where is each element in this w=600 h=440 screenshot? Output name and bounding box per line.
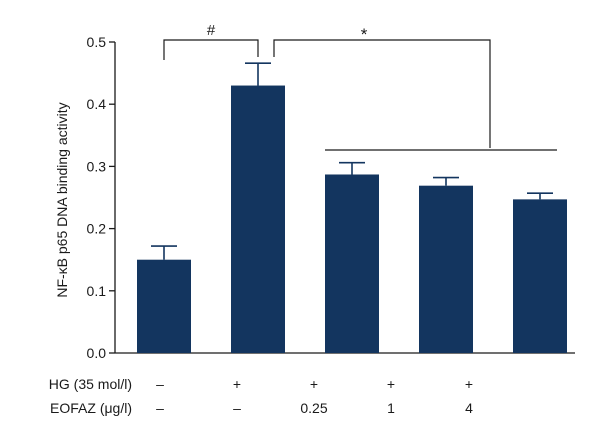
significance-bracket [273,39,491,148]
y-tick-label: 0.0 [87,345,107,361]
condition-cell: – [233,400,241,416]
bar [137,259,191,353]
bar [325,174,379,353]
condition-cell: – [156,376,164,392]
y-axis-label: NF-κB p65 DNA binding activity [54,102,70,297]
y-tick-label: 0.5 [87,34,107,50]
condition-cell: + [387,376,395,392]
condition-cell: + [465,376,473,392]
y-tick-label: 0.1 [87,283,107,299]
significance-bracket [163,39,259,60]
condition-row-label: EOFAZ (μg/l) [50,400,132,416]
y-tick-label: 0.3 [87,158,107,174]
y-tick-label: 0.4 [87,96,107,112]
chart-axes: 0.0 0.1 0.2 0.3 0.4 0.5 [87,34,575,361]
condition-cell: 4 [465,400,473,416]
significance-symbol: * [361,25,368,44]
y-tick-label: 0.2 [87,221,107,237]
bar [513,199,567,353]
significance-symbol: # [207,22,216,39]
condition-cell: 1 [387,400,395,416]
bar [231,85,285,353]
bar [419,185,473,353]
condition-cell: + [310,376,318,392]
condition-cell: + [233,376,241,392]
condition-cell: – [156,400,164,416]
chart-bars [137,62,567,353]
condition-table: HG (35 mol/l) – + + + + EOFAZ (μg/l) – – 0.25 1 4 [49,376,473,416]
significance-annotations: # * [163,22,557,151]
condition-cell: 0.25 [300,400,327,416]
condition-row-label: HG (35 mol/l) [49,376,132,392]
